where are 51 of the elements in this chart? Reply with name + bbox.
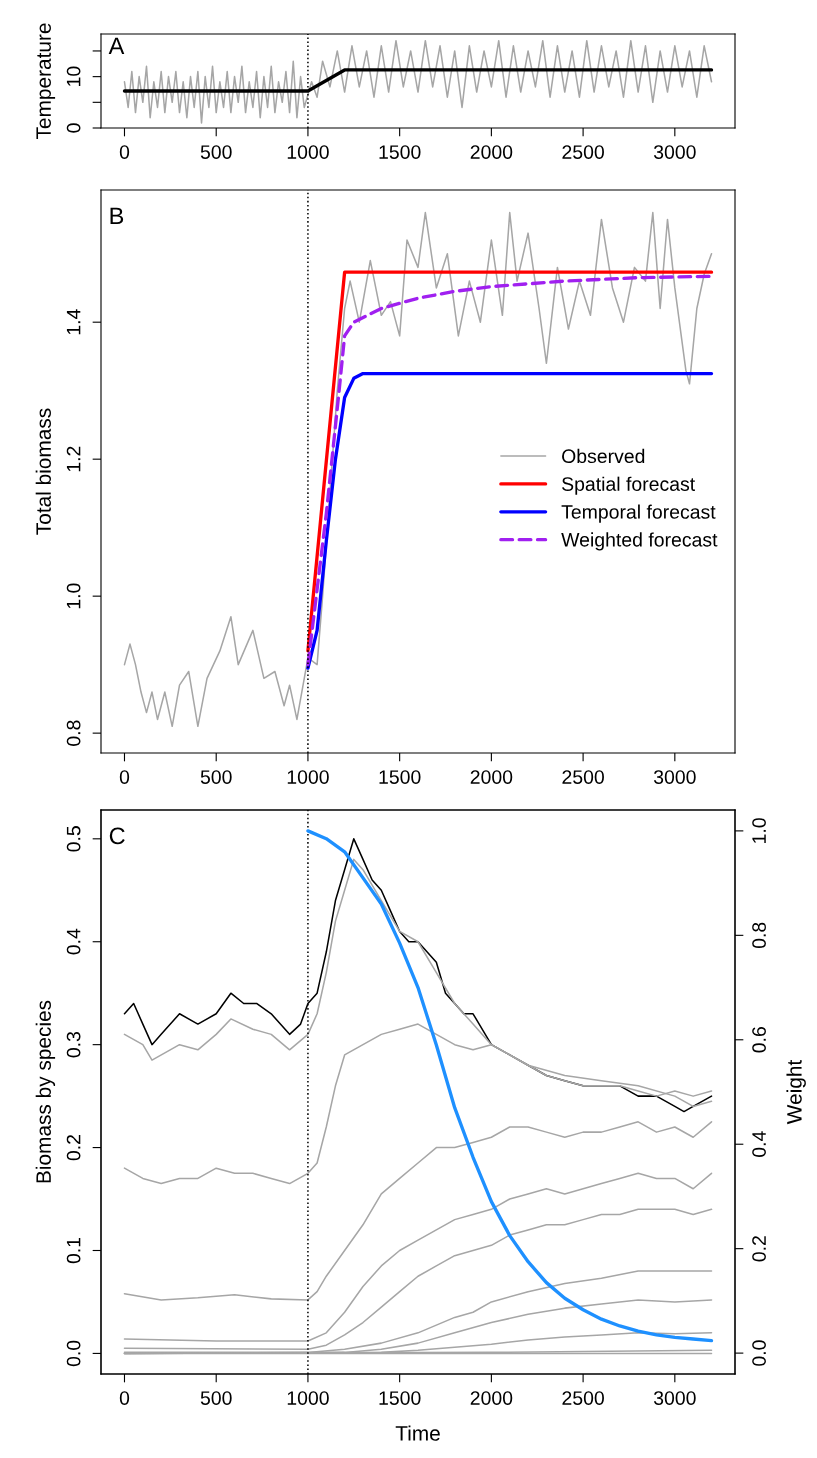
x-tick-label: 2000: [470, 770, 513, 784]
x-tick-label: 2500: [562, 770, 604, 784]
x-tick-label: 2500: [562, 145, 604, 159]
x-tick-label: 1500: [379, 145, 421, 159]
legend-label: Weighted forecast: [561, 532, 718, 551]
x-tick-label: 500: [200, 145, 232, 159]
x-tick-label: 3000: [653, 770, 696, 784]
x-tick-label: 0: [119, 145, 130, 159]
x-tick-label: 2000: [470, 145, 513, 159]
x-axis-title: Time: [395, 1425, 440, 1441]
y2-tick-label: 0.0: [752, 1340, 766, 1366]
y-axis-title: Biomass by species: [35, 1000, 56, 1183]
y-tick-label: 0.3: [66, 1032, 81, 1058]
x-tick-label: 2500: [562, 1391, 604, 1405]
y2-tick-label: 0.4: [752, 1131, 766, 1157]
y2-tick-label: 0.8: [752, 922, 766, 949]
legend-label: Temporal forecast: [561, 504, 716, 523]
legend-label: Spatial forecast: [562, 476, 696, 495]
y-axis-title: Total biomass: [35, 408, 51, 535]
y-tick-label: 1.0: [66, 583, 81, 609]
x-tick-label: 1500: [379, 1391, 421, 1405]
x-tick-label: 0: [119, 1391, 130, 1405]
y-tick-label: 0.5: [66, 826, 81, 852]
y-tick-label: 0: [66, 123, 81, 133]
x-tick-label: 0: [119, 770, 130, 784]
annotation: C: [109, 827, 125, 845]
x-tick-label: 3000: [653, 145, 696, 159]
x-tick-label: 500: [200, 1391, 232, 1405]
annotation: A: [108, 37, 125, 54]
x-tick-label: 1000: [287, 145, 329, 159]
y2-axis-title: Weight: [786, 1059, 806, 1125]
x-tick-label: 1000: [287, 770, 329, 784]
y2-tick-label: 0.2: [752, 1236, 766, 1262]
x-tick-label: 1000: [287, 1391, 329, 1405]
x-tick-label: 1500: [379, 770, 421, 784]
y-tick-label: 10: [66, 66, 81, 86]
y-tick-label: 1.2: [66, 446, 81, 472]
y-tick-label: 0.2: [66, 1135, 81, 1161]
y2-tick-label: 1.0: [752, 818, 766, 843]
x-tick-label: 3000: [653, 1391, 696, 1405]
y-tick-label: 0.1: [66, 1237, 81, 1264]
y-tick-label: 1.4: [66, 309, 81, 335]
annotation: B: [110, 207, 124, 224]
legend-label: Observed: [562, 448, 645, 464]
y-axis-title: Temperature: [36, 23, 56, 139]
y-tick-label: 0.4: [66, 928, 81, 955]
y2-tick-label: 0.6: [752, 1027, 766, 1053]
y-tick-label: 0.8: [66, 720, 81, 746]
y-tick-label: 0.0: [66, 1340, 81, 1367]
x-tick-label: 2000: [470, 1391, 513, 1405]
x-tick-label: 500: [200, 770, 232, 784]
